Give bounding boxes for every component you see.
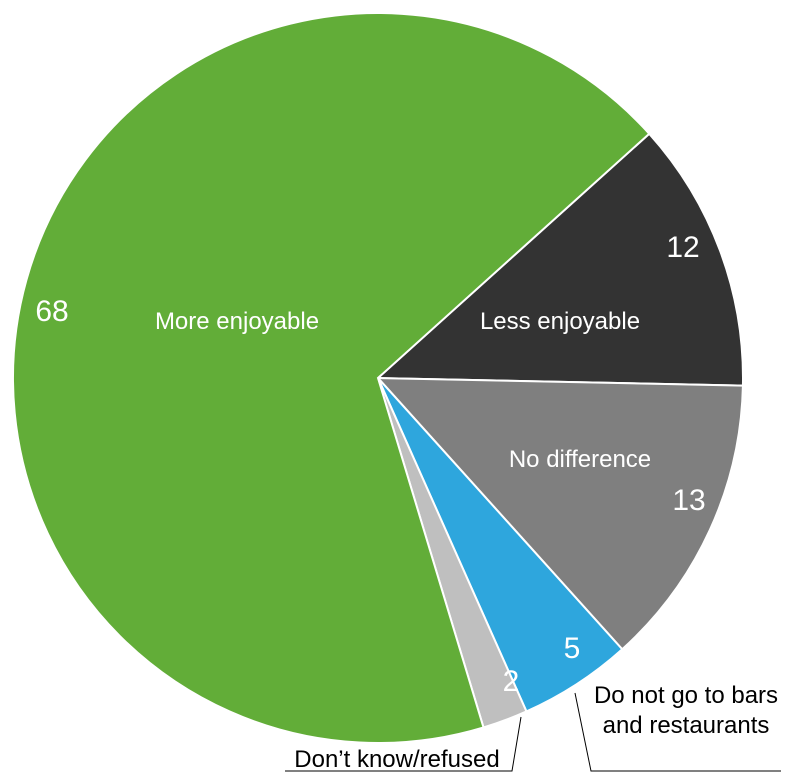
value-label-do-not-go: 5 [564, 632, 581, 665]
leader-line-do-not-go [574, 692, 781, 772]
category-label-more-enjoyable: More enjoyable [155, 308, 319, 335]
pie-slice-no-difference [375, 376, 744, 651]
leader-line-dont-know [285, 716, 522, 772]
pie-slice-more-enjoyable [12, 12, 651, 744]
value-label-dont-know: 2 [503, 665, 520, 698]
pie-slice-less-enjoyable [375, 132, 744, 387]
category-label-dont-know: Don’t know/refused [294, 746, 499, 773]
category-label-less-enjoyable: Less enjoyable [480, 308, 640, 335]
category-label-do-not-go-line1: Do not go to bars [594, 682, 778, 709]
pie-slices [12, 12, 744, 744]
value-label-no-difference: 13 [672, 484, 705, 517]
value-label-more-enjoyable: 68 [35, 295, 68, 328]
category-label-no-difference: No difference [509, 446, 651, 473]
category-label-do-not-go-line2: and restaurants [603, 712, 770, 739]
value-label-less-enjoyable: 12 [666, 231, 699, 264]
